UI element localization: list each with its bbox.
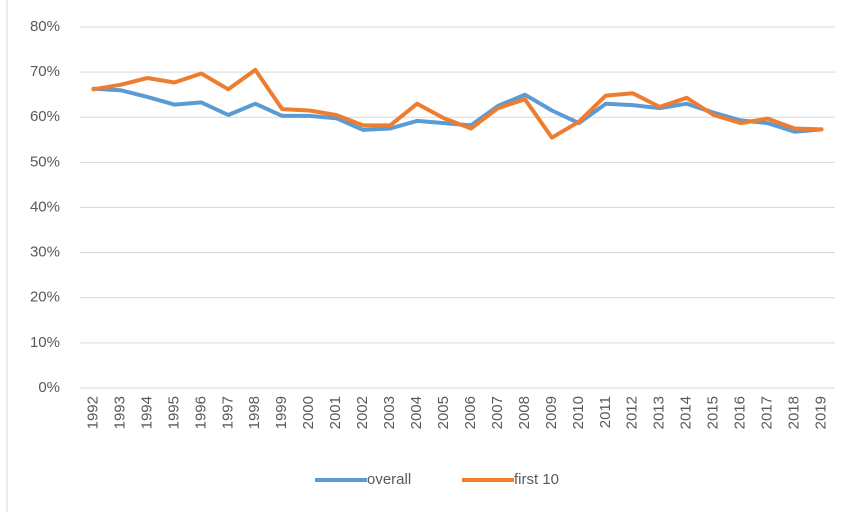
y-tick-label: 0% <box>38 379 60 396</box>
data-line <box>91 67 824 140</box>
x-tick-label: 2016 <box>732 396 749 429</box>
x-tick-label: 2013 <box>651 396 668 429</box>
x-tick-label: 1996 <box>192 396 209 429</box>
x-tick-label: 2010 <box>570 396 587 429</box>
x-tick-label: 2014 <box>678 396 695 429</box>
x-tick-label: 2009 <box>543 396 560 429</box>
x-tick-label: 2001 <box>327 396 344 429</box>
x-tick-label: 2017 <box>759 396 776 429</box>
x-tick-label: 2008 <box>516 396 533 429</box>
y-tick-label: 50% <box>30 153 60 170</box>
x-tick-label: 1998 <box>246 396 263 429</box>
x-tick-label: 1994 <box>138 396 155 429</box>
x-tick-label: 1995 <box>165 396 182 429</box>
x-tick-label: 2012 <box>624 396 641 429</box>
y-tick-label: 40% <box>30 198 60 215</box>
legend-label: overall <box>367 471 411 488</box>
y-tick-label: 10% <box>30 334 60 351</box>
y-tick-label: 80% <box>30 18 60 35</box>
x-tick-label: 2015 <box>705 396 722 429</box>
x-tick-label: 2007 <box>489 396 506 429</box>
y-tick-label: 60% <box>30 108 60 125</box>
y-tick-label: 70% <box>30 63 60 80</box>
y-tick-label: 20% <box>30 289 60 306</box>
x-tick-label: 2006 <box>462 396 479 429</box>
x-tick-label: 1997 <box>219 396 236 429</box>
legend-label: first 10 <box>514 471 559 488</box>
x-tick-label: 2005 <box>435 396 452 429</box>
x-tick-label: 2000 <box>300 396 317 429</box>
x-tick-label: 1999 <box>273 396 290 429</box>
y-tick-label: 30% <box>30 244 60 261</box>
x-tick-label: 2018 <box>786 396 803 429</box>
x-tick-label: 1992 <box>84 396 101 429</box>
x-tick-label: 2004 <box>408 396 425 429</box>
x-tick-label: 2002 <box>354 396 371 429</box>
x-tick-label: 1993 <box>111 396 128 429</box>
x-tick-label: 2011 <box>597 396 614 428</box>
x-tick-label: 2003 <box>381 396 398 429</box>
x-tick-label: 2019 <box>812 396 829 429</box>
